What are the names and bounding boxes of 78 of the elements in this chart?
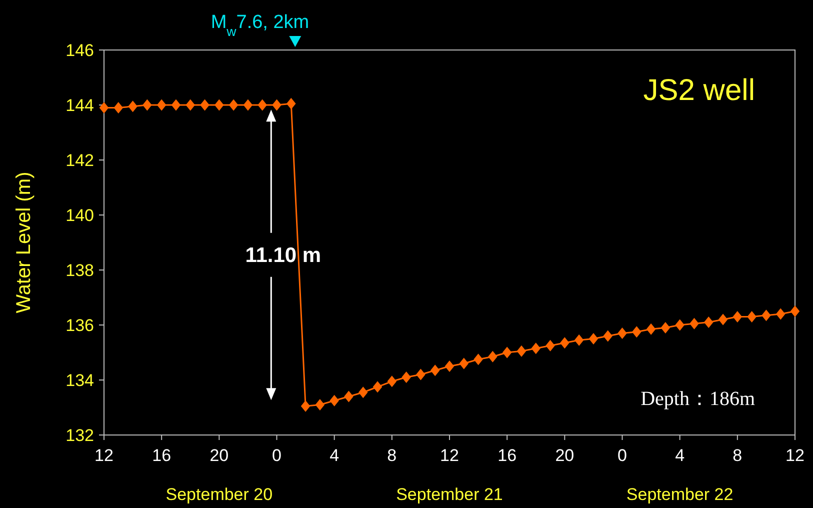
- point: [286, 98, 296, 110]
- x-tick-label: 16: [498, 446, 517, 465]
- point: [762, 310, 771, 321]
- point: [560, 337, 570, 348]
- point: [157, 100, 166, 110]
- x-tick-label: 12: [440, 446, 459, 465]
- x-tick-label: 20: [555, 446, 574, 465]
- point: [258, 100, 267, 110]
- point: [747, 311, 756, 322]
- point: [416, 369, 426, 380]
- text: JS2 well: [643, 74, 755, 107]
- point: [430, 364, 440, 376]
- point: [704, 316, 714, 328]
- point: [690, 318, 699, 330]
- point: [588, 333, 598, 344]
- text: M$_{w}$7.6, 2km: [210, 12, 310, 38]
- point: [128, 100, 138, 112]
- point: [459, 358, 468, 369]
- point: [660, 322, 670, 334]
- point: [474, 354, 483, 365]
- point: [330, 395, 339, 406]
- point: [618, 328, 627, 339]
- y-tick-label: 138: [66, 260, 94, 280]
- point: [531, 342, 540, 354]
- point: [502, 347, 512, 358]
- point: [603, 330, 612, 342]
- text: September 22: [626, 485, 734, 504]
- text: September 21: [396, 485, 503, 504]
- point: [243, 100, 252, 110]
- x-tick-label: 0: [272, 446, 282, 465]
- x-tick-label: 4: [330, 446, 340, 465]
- point: [100, 102, 108, 114]
- y-tick-label: 144: [66, 96, 94, 115]
- point: [488, 351, 498, 362]
- x-tick-label: 12: [94, 446, 114, 465]
- point: [790, 306, 800, 317]
- y-tick-label: 142: [66, 150, 94, 170]
- point: [229, 100, 238, 110]
- x-tick-label: 4: [675, 446, 685, 465]
- annotation: 11.10 m: [245, 244, 322, 268]
- x-tick-label: 8: [387, 446, 397, 465]
- point: [516, 346, 526, 357]
- y-tick-label: 132: [66, 426, 94, 445]
- point: [718, 314, 728, 325]
- point: [344, 391, 354, 402]
- point: [315, 399, 324, 410]
- point: [142, 100, 152, 110]
- annotation: Depth：186m: [640, 388, 756, 410]
- point: [546, 340, 555, 352]
- x-tick-label: 12: [786, 446, 804, 465]
- point: [402, 372, 411, 383]
- point: [632, 326, 642, 338]
- y-axis-title: Water Level (m): [13, 172, 35, 314]
- point: [114, 102, 123, 114]
- point: [776, 308, 786, 320]
- point: [445, 360, 454, 372]
- point: [301, 400, 310, 412]
- point: [186, 100, 195, 110]
- point: [358, 386, 368, 398]
- point: [675, 320, 684, 330]
- y-tick-label: 134: [66, 370, 94, 390]
- y-tick-label: 136: [66, 316, 94, 335]
- y-tick-label: 140: [66, 206, 94, 225]
- point: [732, 311, 742, 322]
- point: [387, 376, 396, 387]
- point: [171, 100, 180, 110]
- point: [574, 334, 584, 346]
- point: [373, 381, 382, 392]
- x-tick-label: 16: [152, 446, 172, 465]
- point: [200, 100, 210, 110]
- x-tick-label: 20: [210, 446, 229, 465]
- point: [272, 100, 282, 110]
- x-tick-label: 8: [732, 446, 742, 465]
- point: [214, 100, 224, 110]
- y-tick-label: 146: [66, 40, 94, 60]
- text: September 20: [166, 485, 273, 504]
- point: [646, 324, 656, 335]
- x-tick-label: 0: [618, 446, 627, 465]
